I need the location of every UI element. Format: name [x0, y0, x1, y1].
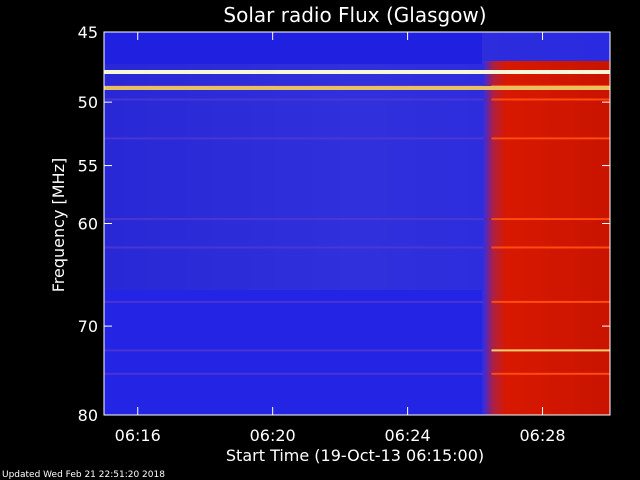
- interference-line-48-8: [104, 70, 610, 74]
- interference-line-52-8: [104, 137, 610, 140]
- interference-line-72-6: [104, 349, 610, 352]
- interference-line-75-2: [104, 372, 610, 375]
- burst-band-75-2: [491, 372, 610, 375]
- interference-line-67-5: [104, 300, 610, 303]
- interference-line-62-2: [104, 246, 610, 249]
- burst-band-49-8: [491, 98, 610, 101]
- burst-band-52-8: [491, 137, 610, 140]
- y-tick-label: 55: [78, 157, 98, 176]
- upper-band-region: [104, 32, 482, 64]
- y-tick-label: 45: [78, 23, 98, 42]
- burst-band-67-5: [491, 300, 610, 303]
- interference-line-59-6: [104, 218, 610, 221]
- interference-line-48-8: [104, 84, 610, 87]
- y-tick-label: 80: [78, 406, 98, 425]
- plot-area: [103, 31, 611, 416]
- x-tick-label: 06:16: [115, 426, 161, 445]
- burst-band-59-6: [491, 218, 610, 221]
- x-tick-label: 06:20: [250, 426, 296, 445]
- burst-band-layer: [491, 84, 610, 375]
- chart-title: Solar radio Flux (Glasgow): [223, 3, 486, 27]
- y-axis-label: Frequency [MHz]: [49, 158, 68, 292]
- y-axis: 45 50 55 60 70 80: [78, 23, 610, 425]
- interference-line-49-8: [104, 86, 610, 90]
- interference-line-49-8: [104, 98, 610, 101]
- y-tick-label: 70: [78, 317, 98, 336]
- x-axis: 06:16 06:20 06:24 06:28: [115, 32, 566, 445]
- burst-band-62-2: [491, 246, 610, 249]
- x-axis-label: Start Time (19-Oct-13 06:15:00): [226, 446, 484, 465]
- y-tick-label: 50: [78, 93, 98, 112]
- radio-burst-region: [483, 60, 610, 415]
- y-tick-label: 60: [78, 215, 98, 234]
- burst-band-48-8: [491, 84, 610, 87]
- lower-band-region: [104, 290, 482, 415]
- x-tick-label: 06:28: [519, 426, 565, 445]
- interference-lines-layer: [104, 84, 610, 375]
- x-tick-label: 06:24: [385, 426, 431, 445]
- burst-band-72-6: [491, 349, 610, 352]
- updated-timestamp: Updated Wed Feb 21 22:51:20 2018: [2, 470, 165, 480]
